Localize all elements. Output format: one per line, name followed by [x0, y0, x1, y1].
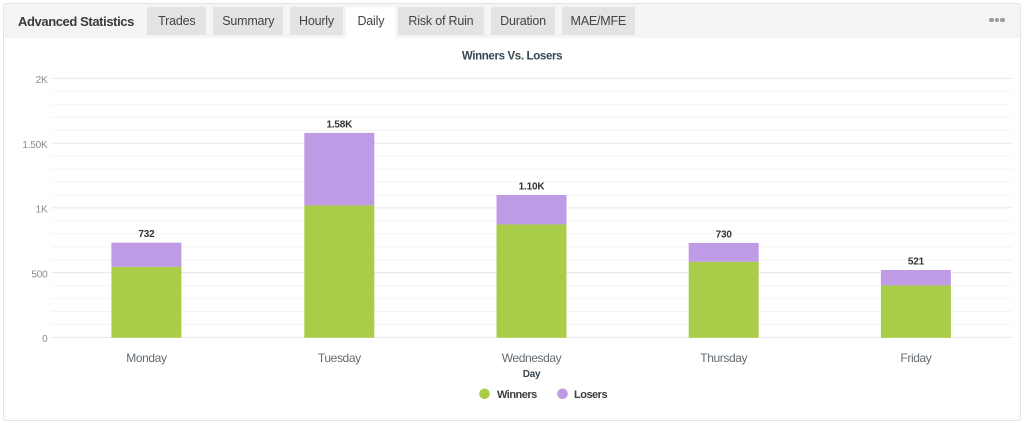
svg-text:1.58K: 1.58K — [326, 119, 353, 130]
svg-text:Winners Vs. Losers: Winners Vs. Losers — [462, 51, 562, 63]
svg-text:500: 500 — [31, 269, 48, 280]
svg-text:Wednesday: Wednesday — [502, 351, 562, 365]
svg-text:2K: 2K — [36, 75, 48, 86]
svg-text:1.10K: 1.10K — [519, 181, 546, 192]
svg-text:Day: Day — [523, 369, 541, 380]
svg-text:0: 0 — [42, 334, 48, 345]
svg-text:Winners: Winners — [497, 389, 537, 401]
svg-text:Friday: Friday — [900, 351, 931, 365]
svg-text:Thursday: Thursday — [700, 351, 747, 365]
svg-text:1K: 1K — [36, 205, 48, 216]
svg-text:Tuesday: Tuesday — [318, 351, 361, 365]
svg-text:Losers: Losers — [574, 389, 607, 401]
svg-text:732: 732 — [138, 229, 155, 240]
svg-text:1.50K: 1.50K — [22, 140, 48, 151]
svg-text:Monday: Monday — [126, 351, 167, 365]
svg-text:730: 730 — [716, 229, 733, 240]
svg-text:521: 521 — [908, 256, 925, 267]
